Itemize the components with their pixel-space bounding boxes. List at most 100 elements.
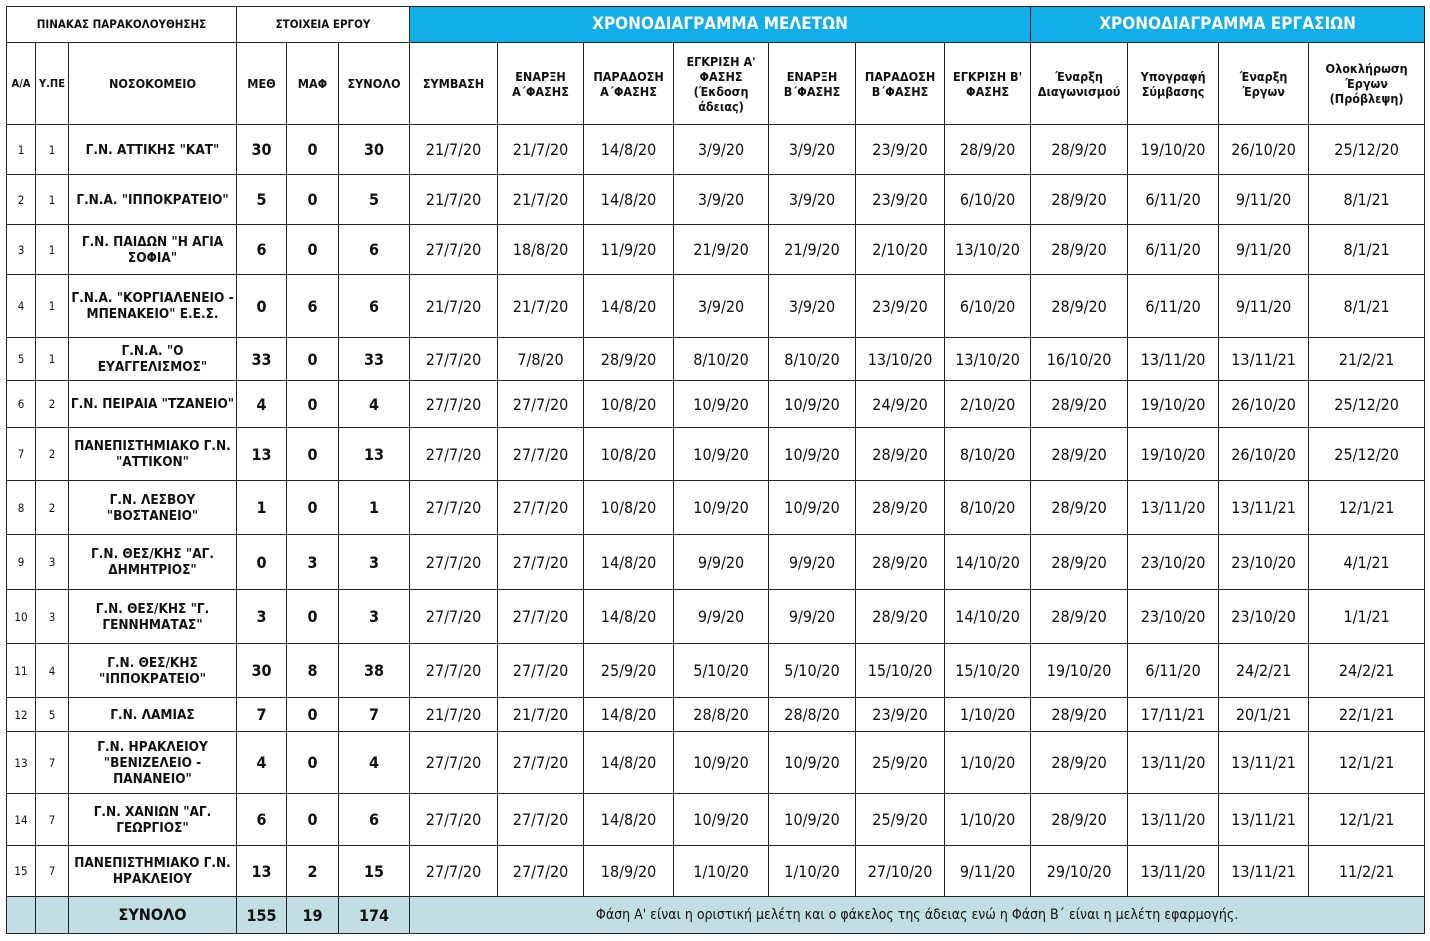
cell-aa: 1 bbox=[6, 124, 36, 175]
cell-works-completion: 21/2/21 bbox=[1308, 337, 1426, 381]
column-header-sum: ΣΥΝΟΛΟ bbox=[337, 42, 411, 125]
cell-sum: 3 bbox=[337, 589, 411, 644]
cell-sum: 38 bbox=[337, 643, 411, 698]
cell-maf: 0 bbox=[286, 427, 339, 481]
cell-meth: 1 bbox=[236, 480, 287, 535]
cell-maf: 0 bbox=[286, 380, 339, 428]
cell-approval-a: 10/9/20 bbox=[673, 480, 770, 535]
cell-start-b: 21/9/20 bbox=[768, 224, 857, 275]
cell-ype: 3 bbox=[35, 534, 69, 590]
cell-works-start: 24/2/21 bbox=[1218, 643, 1310, 698]
cell-tender-start: 28/9/20 bbox=[1030, 534, 1129, 590]
table-row: 13 7 Γ.Ν. ΗΡΑΚΛΕΙΟΥ "ΒΕΝΙΖΕΛΕΙΟ - ΠΑΝΑΝΕΙΟ… bbox=[6, 731, 1426, 794]
cell-delivery-b: 15/10/20 bbox=[855, 643, 946, 698]
column-header-works-start: Έναρξη Έργων bbox=[1218, 42, 1310, 125]
header-monitoring: ΠΙΝΑΚΑΣ ΠΑΡΑΚΟΛΟΥΘΗΣΗΣ bbox=[6, 6, 237, 43]
cell-start-b: 3/9/20 bbox=[768, 124, 857, 175]
cell-delivery-b: 23/9/20 bbox=[855, 124, 946, 175]
cell-tender-start: 28/9/20 bbox=[1030, 793, 1129, 846]
cell-approval-a: 1/10/20 bbox=[673, 845, 770, 897]
cell-maf: 2 bbox=[286, 845, 339, 897]
cell-delivery-a: 10/8/20 bbox=[583, 480, 675, 535]
cell-contract-signing: 13/11/20 bbox=[1127, 480, 1220, 535]
cell-delivery-b: 23/9/20 bbox=[855, 697, 946, 732]
cell-approval-b: 1/10/20 bbox=[944, 731, 1032, 794]
cell-hospital: Γ.Ν. ΛΕΣΒΟΥ "ΒΟΣΤΑΝΕΙΟ" bbox=[68, 480, 237, 535]
cell-ype: 3 bbox=[35, 589, 69, 644]
cell-works-start: 13/11/21 bbox=[1218, 480, 1310, 535]
cell-sum: 7 bbox=[337, 697, 411, 732]
cell-ype: 4 bbox=[35, 643, 69, 698]
cell-start-b: 8/10/20 bbox=[768, 337, 857, 381]
cell-start-a: 27/7/20 bbox=[497, 589, 585, 644]
cell-works-completion: 12/1/21 bbox=[1308, 480, 1426, 535]
cell-ype: 7 bbox=[35, 845, 69, 897]
cell-meth: 13 bbox=[236, 427, 287, 481]
total-sum: 174 bbox=[337, 896, 411, 934]
cell-works-start: 26/10/20 bbox=[1218, 380, 1310, 428]
cell-aa: 2 bbox=[6, 174, 36, 225]
cell-start-b: 28/8/20 bbox=[768, 697, 857, 732]
cell-aa: 7 bbox=[6, 427, 36, 481]
cell-meth: 30 bbox=[236, 124, 287, 175]
cell-maf: 0 bbox=[286, 337, 339, 381]
cell-maf: 0 bbox=[286, 124, 339, 175]
cell-aa: 4 bbox=[6, 274, 36, 338]
table-row: 1 1 Γ.Ν. ΑΤΤΙΚΗΣ "ΚΑΤ" 30 0 30 21/7/20 21/7/20 1… bbox=[6, 124, 1426, 175]
cell-hospital: Γ.Ν.Α. "ΙΠΠΟΚΡΑΤΕΙΟ" bbox=[68, 174, 237, 225]
cell-contract: 27/7/20 bbox=[409, 427, 499, 481]
cell-maf: 8 bbox=[286, 643, 339, 698]
cell-delivery-a: 25/9/20 bbox=[583, 643, 675, 698]
cell-delivery-b: 28/9/20 bbox=[855, 589, 946, 644]
cell-contract: 27/7/20 bbox=[409, 224, 499, 275]
cell-approval-b: 14/10/20 bbox=[944, 534, 1032, 590]
cell-maf: 0 bbox=[286, 793, 339, 846]
cell-works-completion: 12/1/21 bbox=[1308, 731, 1426, 794]
cell-approval-a: 10/9/20 bbox=[673, 427, 770, 481]
table-row: 7 2 ΠΑΝΕΠΙΣΤΗΜΙΑΚΟ Γ.Ν. "ΑΤΤΙΚΟΝ" 13 0 13 27/7… bbox=[6, 427, 1426, 481]
cell-ype: 1 bbox=[35, 224, 69, 275]
cell-hospital: Γ.Ν. ΛΑΜΙΑΣ bbox=[68, 697, 237, 732]
cell-hospital: ΠΑΝΕΠΙΣΤΗΜΙΑΚΟ Γ.Ν. "ΑΤΤΙΚΟΝ" bbox=[68, 427, 237, 481]
cell-hospital: Γ.Ν. ΠΕΙΡΑΙΑ "ΤΖΑΝΕΙΟ" bbox=[68, 380, 237, 428]
cell-start-b: 10/9/20 bbox=[768, 427, 857, 481]
cell-works-start: 9/11/20 bbox=[1218, 224, 1310, 275]
cell-works-start: 9/11/20 bbox=[1218, 174, 1310, 225]
cell-start-a: 27/7/20 bbox=[497, 480, 585, 535]
cell-start-a: 27/7/20 bbox=[497, 793, 585, 846]
cell-meth: 6 bbox=[236, 224, 287, 275]
cell-works-start: 9/11/20 bbox=[1218, 274, 1310, 338]
cell-approval-b: 6/10/20 bbox=[944, 274, 1032, 338]
cell-contract: 27/7/20 bbox=[409, 480, 499, 535]
cell-meth: 5 bbox=[236, 174, 287, 225]
table-row: 8 2 Γ.Ν. ΛΕΣΒΟΥ "ΒΟΣΤΑΝΕΙΟ" 1 0 1 27/7/20 27/7/… bbox=[6, 480, 1426, 535]
total-row: ΣΥΝΟΛΟ 155 19 174 Φάση Α' είναι η οριστική μ… bbox=[6, 896, 1426, 934]
cell-start-b: 10/9/20 bbox=[768, 480, 857, 535]
cell-contract-signing: 23/10/20 bbox=[1127, 534, 1220, 590]
cell-tender-start: 16/10/20 bbox=[1030, 337, 1129, 381]
cell-meth: 4 bbox=[236, 380, 287, 428]
cell-contract-signing: 19/10/20 bbox=[1127, 124, 1220, 175]
header-studies-schedule: ΧΡΟΝΟΔΙΑΓΡΑΜΜΑ ΜΕΛΕΤΩΝ bbox=[409, 6, 1032, 43]
cell-delivery-b: 23/9/20 bbox=[855, 274, 946, 338]
cell-sum: 15 bbox=[337, 845, 411, 897]
cell-delivery-a: 14/8/20 bbox=[583, 697, 675, 732]
cell-hospital: Γ.Ν. ΧΑΝΙΩΝ "ΑΓ. ΓΕΩΡΓΙΟΣ" bbox=[68, 793, 237, 846]
cell-tender-start: 19/10/20 bbox=[1030, 643, 1129, 698]
cell-hospital: Γ.Ν. ΑΤΤΙΚΗΣ "ΚΑΤ" bbox=[68, 124, 237, 175]
cell-delivery-b: 27/10/20 bbox=[855, 845, 946, 897]
cell-start-b: 10/9/20 bbox=[768, 380, 857, 428]
cell-start-a: 27/7/20 bbox=[497, 643, 585, 698]
cell-hospital: Γ.Ν.Α. "ΚΟΡΓΙΑΛΕΝΕΙΟ - ΜΠΕΝΑΚΕΙΟ" Ε.Ε.Σ. bbox=[68, 274, 237, 338]
cell-maf: 6 bbox=[286, 274, 339, 338]
cell-start-a: 27/7/20 bbox=[497, 427, 585, 481]
cell-approval-b: 14/10/20 bbox=[944, 589, 1032, 644]
cell-aa: 11 bbox=[6, 643, 36, 698]
cell-tender-start: 28/9/20 bbox=[1030, 589, 1129, 644]
cell-works-start: 26/10/20 bbox=[1218, 427, 1310, 481]
cell-works-completion: 8/1/21 bbox=[1308, 224, 1426, 275]
table-row: 2 1 Γ.Ν.Α. "ΙΠΠΟΚΡΑΤΕΙΟ" 5 0 5 21/7/20 21/7/20 1… bbox=[6, 174, 1426, 225]
cell-contract: 21/7/20 bbox=[409, 124, 499, 175]
cell-delivery-b: 2/10/20 bbox=[855, 224, 946, 275]
cell-hospital: Γ.Ν. ΘΕΣ/ΚΗΣ "Γ. ΓΕΝΝΗΜΑΤΑΣ" bbox=[68, 589, 237, 644]
